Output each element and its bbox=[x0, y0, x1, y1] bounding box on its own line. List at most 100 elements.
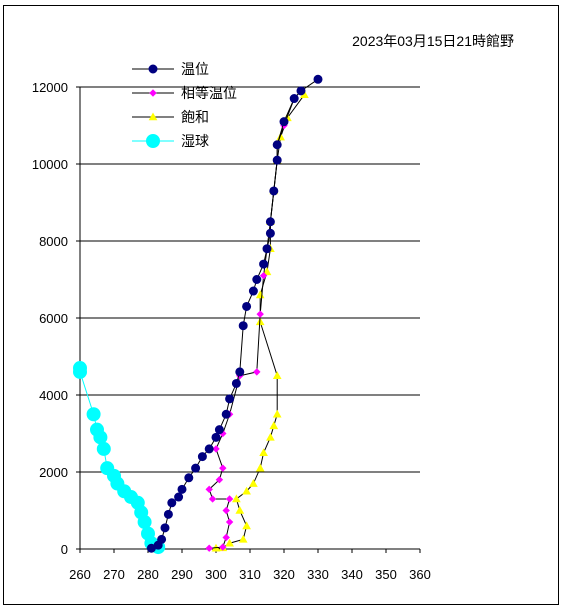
data-point bbox=[225, 495, 234, 503]
data-point bbox=[167, 498, 177, 508]
data-point bbox=[73, 361, 87, 376]
legend-marker bbox=[148, 112, 158, 121]
legend-label: 飽和 bbox=[181, 109, 209, 125]
data-point bbox=[296, 86, 306, 96]
data-point bbox=[238, 321, 248, 331]
legend-marker bbox=[146, 134, 160, 148]
x-tick-label: 260 bbox=[69, 567, 91, 582]
data-point bbox=[279, 117, 289, 127]
data-point bbox=[163, 509, 173, 519]
x-tick-label: 360 bbox=[409, 567, 431, 582]
data-point bbox=[225, 394, 235, 404]
x-tick-label: 270 bbox=[103, 567, 125, 582]
data-point bbox=[242, 521, 251, 530]
x-tick-label: 330 bbox=[307, 567, 329, 582]
data-point bbox=[205, 544, 213, 552]
data-point bbox=[242, 486, 251, 495]
data-point bbox=[96, 441, 111, 456]
data-point bbox=[262, 267, 272, 276]
data-point bbox=[160, 523, 170, 533]
data-point bbox=[242, 301, 252, 311]
y-tick-label: 10000 bbox=[32, 157, 68, 172]
data-point bbox=[265, 217, 275, 227]
data-point bbox=[141, 526, 155, 541]
data-point bbox=[235, 367, 245, 377]
data-point bbox=[225, 538, 234, 547]
data-point bbox=[100, 461, 115, 476]
x-tick-label: 340 bbox=[341, 567, 363, 582]
chart-frame: 2023年03月15日21時館野 0 2000 4000 6000 8000 10000 1… bbox=[3, 5, 559, 605]
data-point bbox=[212, 445, 220, 453]
data-point bbox=[262, 244, 272, 254]
data-point bbox=[225, 518, 234, 526]
legend-marker bbox=[148, 64, 158, 74]
data-point bbox=[248, 286, 258, 296]
data-point bbox=[252, 275, 262, 284]
data-point bbox=[238, 534, 248, 543]
data-point bbox=[197, 452, 207, 462]
data-point bbox=[177, 484, 187, 494]
data-point bbox=[219, 464, 227, 472]
data-point bbox=[219, 543, 227, 551]
data-point bbox=[272, 371, 282, 380]
data-point bbox=[253, 368, 261, 376]
data-point bbox=[231, 378, 241, 388]
data-point bbox=[157, 534, 167, 544]
data-point bbox=[232, 494, 241, 503]
sounding-chart: 2023年03月15日21時館野 0 2000 4000 6000 8000 10000 1… bbox=[32, 33, 514, 582]
series-line bbox=[151, 78, 319, 549]
data-point bbox=[221, 409, 231, 419]
data-point bbox=[269, 186, 279, 196]
y-tick-label: 0 bbox=[61, 542, 68, 557]
series-4 bbox=[73, 361, 166, 555]
data-point bbox=[265, 228, 275, 238]
x-tick-label: 310 bbox=[239, 567, 261, 582]
chart-title: 2023年03月15日21時館野 bbox=[352, 33, 514, 49]
data-point bbox=[256, 310, 264, 318]
grid-lines bbox=[80, 86, 420, 473]
data-point bbox=[191, 463, 201, 473]
data-point bbox=[272, 409, 282, 418]
data-point bbox=[205, 485, 213, 494]
legend-label: 湿球 bbox=[181, 133, 209, 149]
y-tick-label: 4000 bbox=[39, 388, 68, 403]
data-point bbox=[222, 533, 230, 542]
data-point bbox=[235, 505, 245, 514]
series-1 bbox=[146, 74, 323, 553]
data-point bbox=[249, 479, 258, 487]
data-point bbox=[313, 74, 323, 84]
axes: 0 2000 4000 6000 8000 10000 12000 260 270 280 290 3… bbox=[32, 80, 431, 582]
data-point bbox=[184, 473, 194, 483]
data-point bbox=[259, 448, 268, 457]
x-tick-label: 350 bbox=[375, 567, 397, 582]
series-2 bbox=[205, 87, 305, 552]
data-point bbox=[204, 444, 214, 454]
x-tick-label: 280 bbox=[137, 567, 159, 582]
series-layer bbox=[73, 74, 323, 555]
y-tick-label: 6000 bbox=[39, 311, 68, 326]
data-point bbox=[255, 463, 265, 472]
data-point bbox=[214, 425, 224, 435]
data-point bbox=[272, 140, 282, 150]
y-tick-label: 12000 bbox=[32, 80, 68, 95]
y-tick-label: 2000 bbox=[39, 465, 68, 480]
data-point bbox=[266, 432, 275, 441]
y-tick-label: 8000 bbox=[39, 234, 68, 249]
data-point bbox=[174, 492, 184, 502]
data-point bbox=[259, 259, 269, 269]
data-point bbox=[289, 94, 299, 104]
legend-label: 温位 bbox=[181, 61, 209, 77]
data-point bbox=[215, 475, 224, 484]
data-point bbox=[86, 407, 101, 422]
data-point bbox=[211, 432, 221, 442]
data-point bbox=[269, 421, 279, 430]
data-point bbox=[272, 155, 282, 165]
x-tick-label: 300 bbox=[205, 567, 227, 582]
data-point bbox=[208, 495, 217, 503]
x-tick-label: 290 bbox=[171, 567, 193, 582]
data-point bbox=[222, 506, 230, 515]
legend-label: 相等温位 bbox=[181, 85, 237, 101]
data-point bbox=[90, 422, 104, 437]
data-point bbox=[259, 271, 268, 280]
